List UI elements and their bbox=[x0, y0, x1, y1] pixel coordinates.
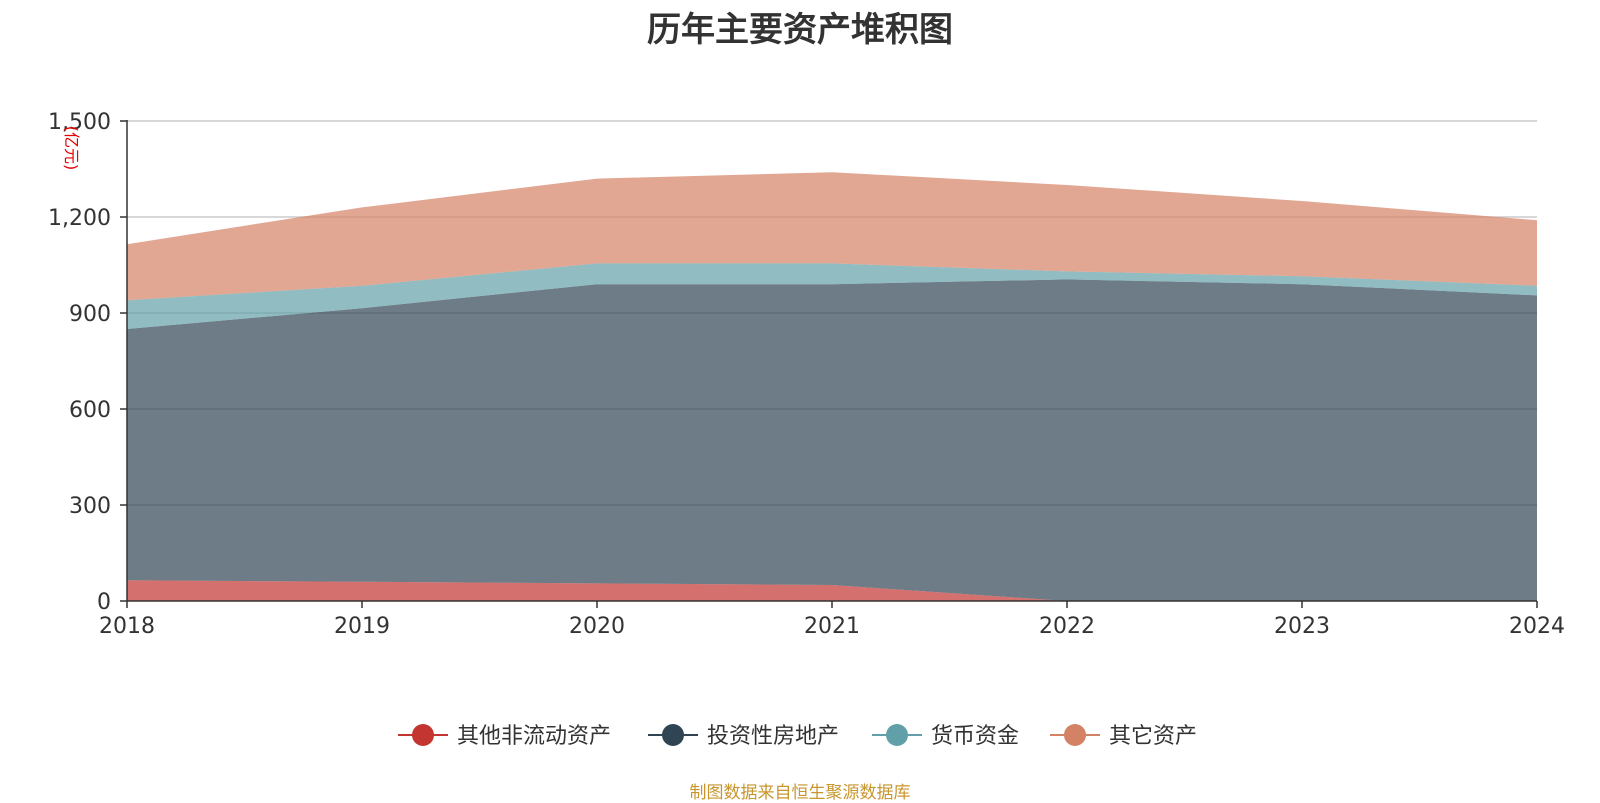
legend-label: 其他非流动资产 bbox=[457, 724, 611, 749]
legend-label: 投资性房地产 bbox=[707, 724, 839, 749]
legend-dot-marker bbox=[886, 724, 908, 746]
legend: 其他非流动资产 投资性房地产 货币资金 其它资产 bbox=[398, 724, 1197, 749]
legend-item[interactable]: 货币资金 bbox=[872, 724, 1019, 749]
y-tick-label: 900 bbox=[69, 302, 111, 327]
legend-item[interactable]: 投资性房地产 bbox=[648, 724, 839, 749]
y-axis-unit-label: (亿元) bbox=[62, 126, 81, 171]
legend-dot-marker bbox=[662, 724, 684, 746]
y-tick-label: 1,200 bbox=[48, 206, 111, 231]
area-2 bbox=[127, 279, 1537, 601]
source-note: 制图数据来自恒生聚源数据库 bbox=[689, 783, 911, 803]
y-tick-label: 0 bbox=[97, 590, 111, 615]
legend-item[interactable]: 其它资产 bbox=[1050, 724, 1197, 749]
legend-dot-marker bbox=[412, 724, 434, 746]
x-tick-label: 2021 bbox=[804, 614, 860, 639]
legend-item[interactable]: 其他非流动资产 bbox=[398, 724, 611, 749]
x-tick-label: 2020 bbox=[569, 614, 625, 639]
legend-label: 货币资金 bbox=[931, 724, 1019, 749]
area-3 bbox=[127, 263, 1537, 329]
legend-dot-marker bbox=[1064, 724, 1086, 746]
x-tick-label: 2022 bbox=[1039, 614, 1095, 639]
x-tick-label: 2024 bbox=[1509, 614, 1565, 639]
y-tick-label: 300 bbox=[69, 494, 111, 519]
area-series bbox=[127, 172, 1537, 601]
y-tick-label: 600 bbox=[69, 398, 111, 423]
x-tick-label: 2019 bbox=[334, 614, 390, 639]
x-tick-label: 2023 bbox=[1274, 614, 1330, 639]
x-tick-label: 2018 bbox=[99, 614, 155, 639]
y-tick-label: 1,500 bbox=[48, 110, 111, 135]
chart-title: 历年主要资产堆积图 bbox=[647, 10, 953, 50]
area-4 bbox=[127, 172, 1537, 301]
legend-label: 其它资产 bbox=[1109, 724, 1197, 749]
axes: 0 300 600 900 1,200 1,500 2018 2019 2020 2021 2022… bbox=[48, 110, 1565, 639]
area-1 bbox=[127, 580, 1537, 601]
